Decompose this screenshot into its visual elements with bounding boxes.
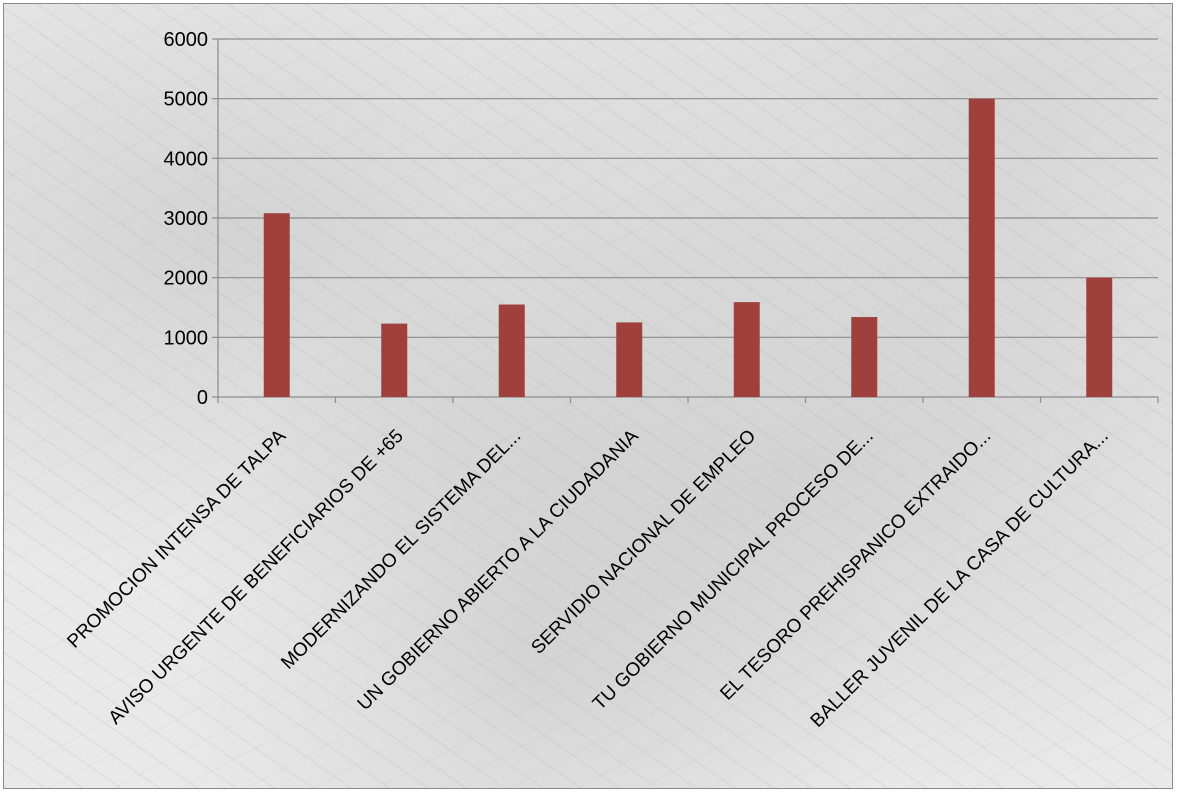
x-category-label: PROMOCION INTENSA DE TALPA xyxy=(63,425,290,652)
y-tick-label: 5000 xyxy=(164,89,209,111)
y-tick-label: 1000 xyxy=(164,327,209,349)
y-tick-label: 0 xyxy=(197,387,208,409)
x-category-label: EL TESORO PREHISPANICO EXTRAIDO... xyxy=(716,426,995,705)
bar xyxy=(968,98,995,398)
bar-chart: 0 1000 2000 3000 4000 5000 6000 PROMOCION INTEN… xyxy=(63,29,1159,732)
y-tick-label: 2000 xyxy=(164,268,209,290)
y-tick-label: 3000 xyxy=(164,208,209,230)
bar xyxy=(733,302,760,397)
y-tick-label: 6000 xyxy=(164,29,209,51)
x-category-label: SERVIDIO NACIONAL DE EMPLEO xyxy=(527,426,760,659)
bar xyxy=(851,317,878,397)
x-category-label: TU GOBIERNO MUNICIPAL PROCESO DE... xyxy=(589,426,878,715)
bar xyxy=(1086,277,1113,397)
x-category-label: MODERNIZANDO EL SISTEMA DEL... xyxy=(277,426,525,674)
y-tick-label: 4000 xyxy=(164,148,209,170)
bar xyxy=(381,323,408,397)
chart-area: 0 1000 2000 3000 4000 5000 6000 PROMOCION INTEN… xyxy=(3,3,1173,789)
bar xyxy=(616,322,643,397)
bar xyxy=(498,304,525,397)
bar xyxy=(263,213,290,397)
